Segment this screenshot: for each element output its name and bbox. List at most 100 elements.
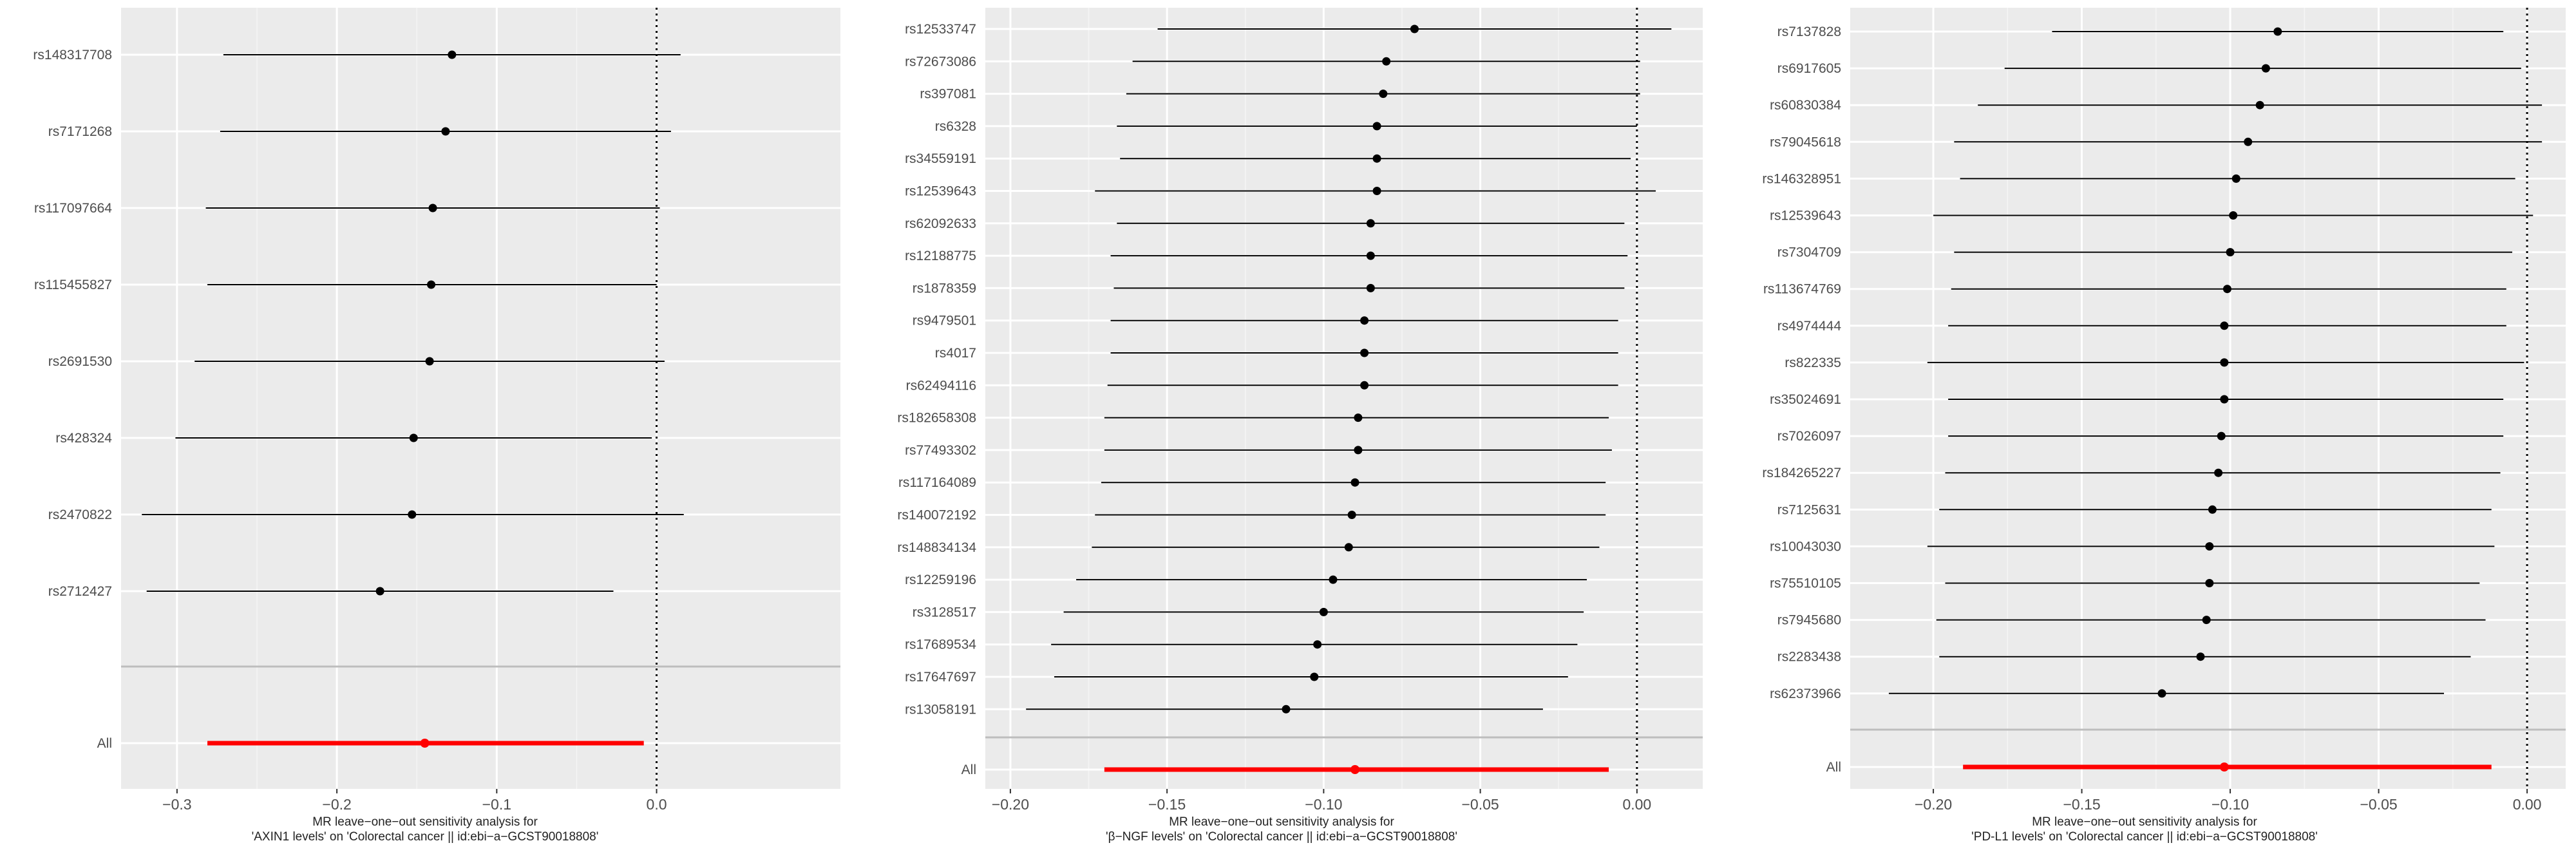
x-tick-label: 0.00	[2513, 796, 2542, 813]
point-estimate	[1372, 122, 1381, 131]
x-tick-label: −0.20	[1915, 796, 1952, 813]
snp-label: rs62092633	[905, 216, 976, 231]
snp-label: rs4017	[935, 346, 976, 361]
point-estimate	[1350, 478, 1359, 487]
point-estimate	[1360, 316, 1369, 325]
x-tick-label: −0.15	[1148, 796, 1186, 813]
point-estimate	[2226, 248, 2235, 257]
x-axis-title-line1: MR leave−one−out sensitivity analysis fo…	[312, 815, 538, 829]
snp-label: rs12539643	[1770, 209, 1841, 223]
x-tick-label: −0.1	[482, 796, 511, 813]
point-estimate	[2157, 689, 2166, 698]
all-label: All	[1826, 760, 1841, 775]
point-estimate	[2217, 431, 2226, 440]
point-estimate	[2244, 137, 2253, 146]
point-estimate	[2220, 358, 2229, 367]
snp-label: rs7026097	[1777, 429, 1841, 444]
x-axis-title-axin1: MR leave−one−out sensitivity analysis fo…	[0, 815, 850, 844]
snp-label: rs75510105	[1770, 576, 1841, 591]
point-estimate	[1372, 187, 1381, 195]
point-estimate	[2220, 321, 2229, 330]
all-label: All	[961, 762, 976, 777]
snp-label: rs2691530	[48, 354, 112, 369]
point-estimate	[1410, 24, 1419, 33]
snp-label: rs4974444	[1777, 319, 1842, 334]
snp-label: rs140072192	[897, 508, 976, 523]
forest-panel-axin1: rs148317708 rs7171268 rs117097664 rs1154558…	[0, 0, 850, 852]
point-estimate	[2196, 652, 2205, 661]
x-axis-title-beta-ngf: MR leave−one−out sensitivity analysis fo…	[850, 815, 1713, 844]
point-estimate	[2229, 211, 2238, 220]
x-axis-title-pd-l1: MR leave−one−out sensitivity analysis fo…	[1713, 815, 2576, 844]
snp-label: rs12533747	[905, 22, 976, 37]
snp-label: rs17647697	[905, 670, 976, 685]
snp-label: rs117097664	[34, 201, 112, 216]
point-estimate	[2214, 468, 2223, 477]
point-estimate	[2231, 174, 2240, 183]
snp-label: rs6917605	[1777, 61, 1841, 76]
point-estimate	[2261, 64, 2270, 73]
snp-label: rs60830384	[1770, 98, 1841, 113]
snp-label: rs13058191	[905, 702, 976, 717]
x-tick-label: −0.3	[162, 796, 191, 813]
snp-label: rs7125631	[1777, 502, 1841, 517]
point-estimate	[1366, 283, 1375, 292]
point-estimate	[2255, 100, 2264, 109]
snp-label: rs10043030	[1770, 539, 1841, 554]
point-estimate	[1347, 511, 1356, 519]
x-tick-label: −0.15	[2063, 796, 2100, 813]
all-label: All	[97, 736, 112, 751]
point-estimate	[1360, 381, 1369, 390]
all-point-estimate	[2219, 762, 2229, 772]
point-estimate	[1382, 57, 1391, 66]
point-estimate	[1372, 154, 1381, 163]
forest-plot-pd-l1: rs7137828 rs6917605 rs60830384 rs79045618 rs…	[1762, 8, 2566, 813]
snp-label: rs1878359	[913, 281, 976, 296]
snp-label: rs72673086	[905, 54, 976, 69]
forest-plot-axin1: rs148317708 rs7171268 rs117097664 rs1154558…	[33, 8, 840, 813]
point-estimate	[427, 280, 436, 289]
snp-label: rs3128517	[913, 605, 976, 620]
x-tick-label: −0.05	[2360, 796, 2397, 813]
point-estimate	[2273, 27, 2282, 36]
snp-label: rs12259196	[905, 573, 976, 587]
snp-label: rs77493302	[905, 443, 976, 458]
snp-label: rs7945680	[1777, 613, 1841, 628]
x-tick-label: −0.20	[992, 796, 1029, 813]
snp-label: rs12539643	[905, 184, 976, 199]
snp-label: rs7171268	[48, 124, 112, 139]
point-estimate	[428, 204, 437, 213]
point-estimate	[409, 433, 418, 442]
x-tick-label: −0.05	[1462, 796, 1499, 813]
snp-label: rs148834134	[897, 540, 976, 555]
snp-label: rs9479501	[913, 314, 976, 328]
x-axis-title-line2: 'β−NGF levels' on 'Colorectal cancer || …	[1106, 830, 1457, 844]
point-estimate	[1360, 348, 1369, 357]
point-estimate	[1313, 640, 1322, 649]
x-axis-title-line2: 'PD-L1 levels' on 'Colorectal cancer || …	[1971, 830, 2318, 844]
snp-label: rs115455827	[34, 278, 112, 292]
forest-panel-pd-l1: rs7137828 rs6917605 rs60830384 rs79045618 rs…	[1713, 0, 2576, 852]
point-estimate	[2205, 579, 2214, 587]
point-estimate	[2220, 395, 2229, 404]
point-estimate	[1366, 251, 1375, 260]
point-estimate	[441, 127, 450, 136]
snp-label: rs113674769	[1763, 282, 1841, 297]
point-estimate	[1354, 446, 1363, 455]
forest-panel-beta-ngf: rs12533747 rs72673086 rs397081 rs6328 rs3455…	[850, 0, 1713, 852]
snp-label: rs7137828	[1777, 24, 1841, 39]
point-estimate	[1366, 219, 1375, 228]
snp-label: rs2283438	[1777, 650, 1841, 665]
snp-label: rs822335	[1785, 355, 1841, 370]
plot-background	[121, 8, 840, 789]
forest-plot-beta-ngf: rs12533747 rs72673086 rs397081 rs6328 rs3455…	[897, 8, 1703, 813]
snp-label: rs34559191	[905, 151, 976, 166]
point-estimate	[448, 50, 457, 59]
point-estimate	[2222, 285, 2231, 294]
all-point-estimate	[420, 739, 430, 748]
snp-label: rs7304709	[1777, 245, 1841, 260]
snp-label: rs117164089	[898, 475, 976, 490]
point-estimate	[1319, 607, 1328, 616]
snp-label: rs79045618	[1770, 135, 1841, 149]
snp-label: rs428324	[55, 431, 112, 446]
